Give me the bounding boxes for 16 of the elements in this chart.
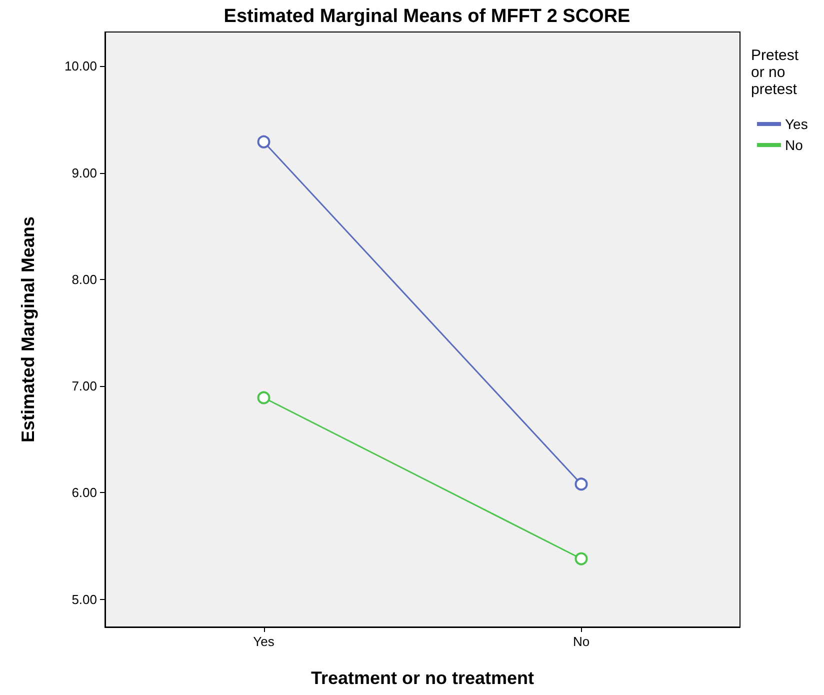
point <box>257 135 270 148</box>
legend-label: Yes <box>785 116 808 132</box>
y-tick-label: 10.00 <box>64 58 97 74</box>
legend-label: No <box>785 137 804 153</box>
y-axis-title: Estimated Marginal Means <box>18 216 38 443</box>
y-tick-label: 7.00 <box>72 378 97 394</box>
point <box>574 552 588 566</box>
y-tick-label: 6.00 <box>72 485 97 500</box>
point <box>257 391 270 404</box>
x-axis-title: Treatment or no treatment <box>310 668 534 688</box>
chart-title: Estimated Marginal Means of MFFT 2 SCORE <box>224 6 630 27</box>
legend-title: Pretest or no pretest <box>751 47 800 98</box>
y-tick-label: 8.00 <box>72 272 97 287</box>
y-tick-label: 5.00 <box>72 592 97 607</box>
point <box>574 478 588 491</box>
y-tick-label: 9.00 <box>72 165 97 180</box>
